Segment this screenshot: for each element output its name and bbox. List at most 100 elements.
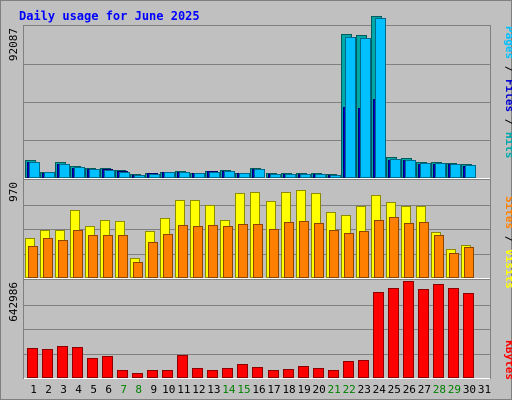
bar-sites-day-2 [43, 238, 53, 278]
bar-kbytes-day-17 [268, 370, 279, 378]
legend-entry: Pages [503, 26, 512, 59]
bar-pages-day-21 [330, 175, 341, 178]
day-label: 23 [358, 383, 371, 396]
bar-pages-day-9 [149, 174, 160, 178]
day-label: 4 [75, 383, 82, 396]
panel-pages-files-hits: 92087 Pages / Files / Hits [7, 16, 512, 179]
day-label: 25 [388, 383, 401, 396]
bar-kbytes-day-3 [57, 346, 68, 378]
bar-kbytes-day-4 [72, 347, 83, 378]
bar-kbytes-day-23 [358, 360, 369, 378]
bar-kbytes-day-24 [373, 292, 384, 378]
bar-kbytes-day-13 [207, 370, 218, 378]
day-label: 28 [433, 383, 446, 396]
bar-pages-day-13 [209, 172, 220, 178]
legend-entry: Visits [503, 249, 512, 289]
day-label: 12 [192, 383, 205, 396]
bar-sites-day-12 [193, 226, 203, 278]
legend-entry: / [503, 59, 512, 79]
bar-sites-day-4 [73, 230, 83, 278]
bar-kbytes-day-1 [27, 348, 38, 378]
bar-pages-day-14 [224, 171, 235, 178]
day-label: 27 [418, 383, 431, 396]
legend-entry: / [503, 229, 512, 249]
bar-pages-day-28 [435, 163, 446, 178]
bar-sites-day-6 [103, 235, 113, 278]
bar-sites-day-11 [178, 225, 188, 278]
bar-kbytes-day-16 [252, 367, 263, 378]
day-label: 21 [328, 383, 341, 396]
bar-kbytes-day-11 [177, 355, 188, 378]
day-label: 22 [343, 383, 356, 396]
day-label: 24 [373, 383, 387, 396]
bar-sites-day-8 [133, 262, 143, 278]
bar-pages-day-16 [254, 169, 265, 178]
panel-legend: KBytes [503, 340, 512, 380]
day-label: 11 [177, 383, 190, 396]
bar-pages-day-15 [239, 173, 250, 178]
chart-title: Daily usage for June 2025 [19, 9, 200, 23]
bar-sites-day-5 [88, 235, 98, 278]
bar-pages-day-17 [270, 174, 281, 178]
bar-sites-day-14 [223, 226, 233, 278]
bar-sites-day-28 [434, 235, 444, 278]
bar-pages-day-7 [119, 172, 130, 178]
day-label: 30 [463, 383, 476, 396]
bar-pages-day-25 [390, 159, 401, 178]
bar-kbytes-day-12 [192, 368, 203, 378]
bar-pages-day-24 [375, 18, 386, 178]
bar-kbytes-day-10 [162, 370, 173, 378]
day-label: 2 [45, 383, 52, 396]
legend-entry: / [503, 112, 512, 132]
bar-pages-day-11 [179, 172, 190, 178]
legend-entry: KBytes [503, 340, 512, 380]
panel-kbytes: 642986 KBytes [7, 279, 512, 380]
bar-kbytes-day-2 [42, 349, 53, 378]
bar-kbytes-day-19 [298, 366, 309, 378]
bar-pages-day-29 [450, 164, 461, 178]
bar-pages-day-19 [300, 174, 311, 178]
bar-sites-day-9 [148, 242, 158, 278]
day-label: 29 [448, 383, 461, 396]
bar-sites-day-24 [374, 220, 384, 278]
bar-sites-day-18 [284, 222, 294, 278]
bar-sites-day-10 [163, 234, 173, 278]
bar-sites-day-7 [118, 235, 128, 278]
panel-legend: Pages / Files / Hits [503, 26, 512, 159]
bar-sites-day-26 [404, 223, 414, 278]
bar-sites-day-19 [299, 221, 309, 278]
bar-kbytes-day-9 [147, 370, 158, 378]
legend-entry: Hits [503, 132, 512, 159]
bar-kbytes-day-14 [222, 368, 233, 378]
day-label: 10 [162, 383, 175, 396]
day-label: 3 [60, 383, 67, 396]
legend-entry: Sites [503, 196, 512, 229]
bar-sites-day-17 [269, 229, 279, 278]
bar-pages-day-8 [134, 175, 145, 178]
bar-sites-day-16 [253, 224, 263, 278]
day-label: 6 [105, 383, 112, 396]
bar-sites-day-15 [238, 224, 248, 278]
bars [27, 281, 474, 378]
bar-kbytes-day-15 [237, 364, 248, 378]
day-label: 15 [237, 383, 250, 396]
bar-sites-day-21 [329, 230, 339, 278]
day-label: 1 [30, 383, 37, 396]
bar-kbytes-day-29 [448, 288, 459, 378]
bar-kbytes-day-20 [313, 368, 324, 378]
bar-pages-day-6 [104, 170, 115, 178]
day-label: 7 [120, 383, 127, 396]
panel-max-label: 642986 [7, 282, 20, 322]
bar-pages-day-30 [465, 165, 476, 178]
bars [25, 190, 474, 278]
bar-sites-day-25 [389, 217, 399, 278]
day-label: 20 [313, 383, 326, 396]
bar-kbytes-day-22 [343, 361, 354, 378]
day-label: 9 [150, 383, 157, 396]
panel-max-label: 92087 [7, 28, 20, 61]
bar-pages-day-22 [345, 37, 356, 178]
day-label: 14 [222, 383, 236, 396]
bar-pages-day-23 [360, 38, 371, 178]
bar-pages-day-18 [285, 174, 296, 178]
